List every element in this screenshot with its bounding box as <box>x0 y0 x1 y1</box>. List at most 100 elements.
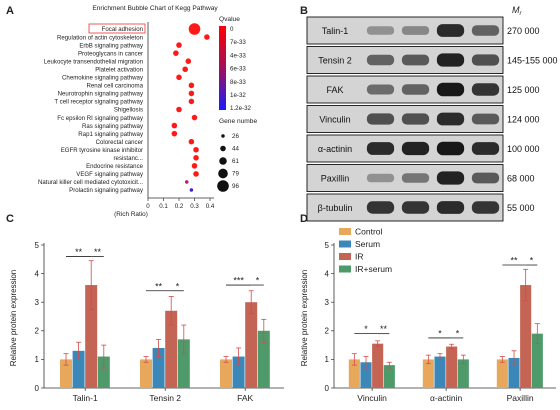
highlight-box <box>88 23 146 34</box>
qvalue-label: 6e-33 <box>230 66 246 73</box>
pathway-label: Colorectal cancer <box>96 139 143 146</box>
bubble-point <box>182 66 188 73</box>
bar <box>60 359 72 388</box>
bubble-point <box>171 122 178 129</box>
qvalue-legend-title: Qvalue <box>219 16 240 23</box>
significance-label: * <box>256 276 260 286</box>
legend-label: IR <box>355 252 364 262</box>
bar <box>372 343 384 388</box>
legend-swatch <box>339 253 351 260</box>
bar <box>245 302 258 388</box>
legend-swatch <box>339 228 351 235</box>
bubble-point <box>188 138 195 145</box>
panel-letter-b: B <box>300 5 308 17</box>
pathway-label: Natural killer cell mediated cytotoxicit… <box>38 179 143 186</box>
pathway-label: Renal cell carcinoma <box>86 83 143 90</box>
blot-band <box>401 173 430 183</box>
pathway-label: Shigellosis <box>114 107 143 114</box>
protein-label: Talin-1 <box>322 26 349 36</box>
bar <box>257 330 270 388</box>
y-tick-label: 0 <box>35 384 40 393</box>
pathway-label: Proteoglycans in cancer <box>78 50 143 57</box>
gene-size-marker <box>219 157 227 165</box>
bar <box>220 359 232 388</box>
panel-letter-d: D <box>300 213 308 225</box>
gene-size-label: 96 <box>232 183 239 190</box>
y-tick-label: 4 <box>35 269 40 278</box>
panel-letter-a: A <box>6 5 14 17</box>
pathway-label: Neurotrophin signaling pathway <box>58 91 144 98</box>
pathway-label: Leukocyte transendothelial migration <box>44 58 143 65</box>
bubble-point <box>193 155 199 161</box>
bubble-x-label: (Rich Ratio) <box>114 211 148 218</box>
pathway-label: Prolactin signaling pathway <box>69 187 144 194</box>
blot-band <box>366 84 395 95</box>
significance-label: * <box>364 324 368 334</box>
blot-band <box>471 142 500 155</box>
blot-band <box>366 173 395 183</box>
protein-label: Paxillin <box>321 174 350 184</box>
y-tick-label: 3 <box>35 298 40 307</box>
bubble-point <box>189 188 194 192</box>
legend-swatch <box>339 265 351 273</box>
bubble-point <box>176 74 182 81</box>
significance-label: ** <box>510 256 518 266</box>
bar <box>85 285 98 388</box>
bubble-point <box>188 90 195 97</box>
y-tick-label: 2 <box>325 327 330 336</box>
bar <box>232 356 245 388</box>
bubble-point <box>173 50 179 56</box>
bar <box>383 365 395 388</box>
blot-band <box>436 171 465 185</box>
qvalue-color-bar <box>219 26 226 110</box>
significance-label: * <box>456 328 460 338</box>
blot-band <box>471 201 500 214</box>
legend-label: Serum <box>355 239 380 249</box>
bar <box>177 339 190 388</box>
qvalue-label: 0 <box>230 26 234 33</box>
blot-band <box>401 54 430 66</box>
bubble-chart-title: Enrichment Bubble Chart of Kegg Pathway <box>92 5 218 12</box>
blot-band <box>366 54 395 66</box>
pathway-label: Platelet activation <box>95 66 143 73</box>
gene-size-marker <box>220 145 226 152</box>
gene-size-marker <box>221 134 225 138</box>
x-tick-label: 0.2 <box>175 203 184 210</box>
blot-strip <box>306 164 504 192</box>
protein-label: α-actinin <box>318 144 352 154</box>
bar <box>72 350 85 388</box>
category-label: Paxillin <box>507 393 534 403</box>
blot-band <box>471 83 500 96</box>
bubble-point <box>191 163 198 169</box>
gene-size-label: 61 <box>232 158 239 165</box>
category-label: α-actinin <box>430 393 463 403</box>
molecular-weight-label: 55 000 <box>507 203 535 213</box>
pathway-label: Rap1 signaling pathway <box>78 131 144 138</box>
bar-chart-d: Relative protein expression 0 1 2 3 4 5 Vincul… <box>300 227 556 403</box>
blot-band <box>471 25 500 36</box>
legend: Control Serum IR IR+serum <box>339 227 392 274</box>
bar <box>496 359 508 388</box>
y-tick-label: 5 <box>35 241 40 250</box>
blot-band <box>401 84 430 95</box>
molecular-weight-label: 100 000 <box>507 144 540 154</box>
pathway-label: VEGF signaling pathway <box>76 171 144 178</box>
legend-label: Control <box>355 227 383 237</box>
bubble-point <box>171 130 178 137</box>
gene-size-label: 26 <box>232 133 239 140</box>
bar <box>457 359 469 388</box>
y-axis-label-c: Relative protein expression <box>9 270 18 367</box>
bubble-chart: Enrichment Bubble Chart of Kegg Pathway … <box>38 5 257 218</box>
bubble-point <box>185 180 189 184</box>
molecular-weight-label: 124 000 <box>507 115 540 125</box>
significance-label: * <box>438 328 442 338</box>
blot-band <box>471 54 500 66</box>
gene-size-marker <box>218 168 228 179</box>
significance-label: * <box>530 256 534 266</box>
bubble-point <box>193 146 199 153</box>
bubble-point <box>204 34 210 40</box>
qvalue-label: 1.2e-32 <box>230 105 252 112</box>
bar <box>446 346 458 388</box>
pathway-label: Regulation of actin cytoskeleton <box>57 34 143 41</box>
